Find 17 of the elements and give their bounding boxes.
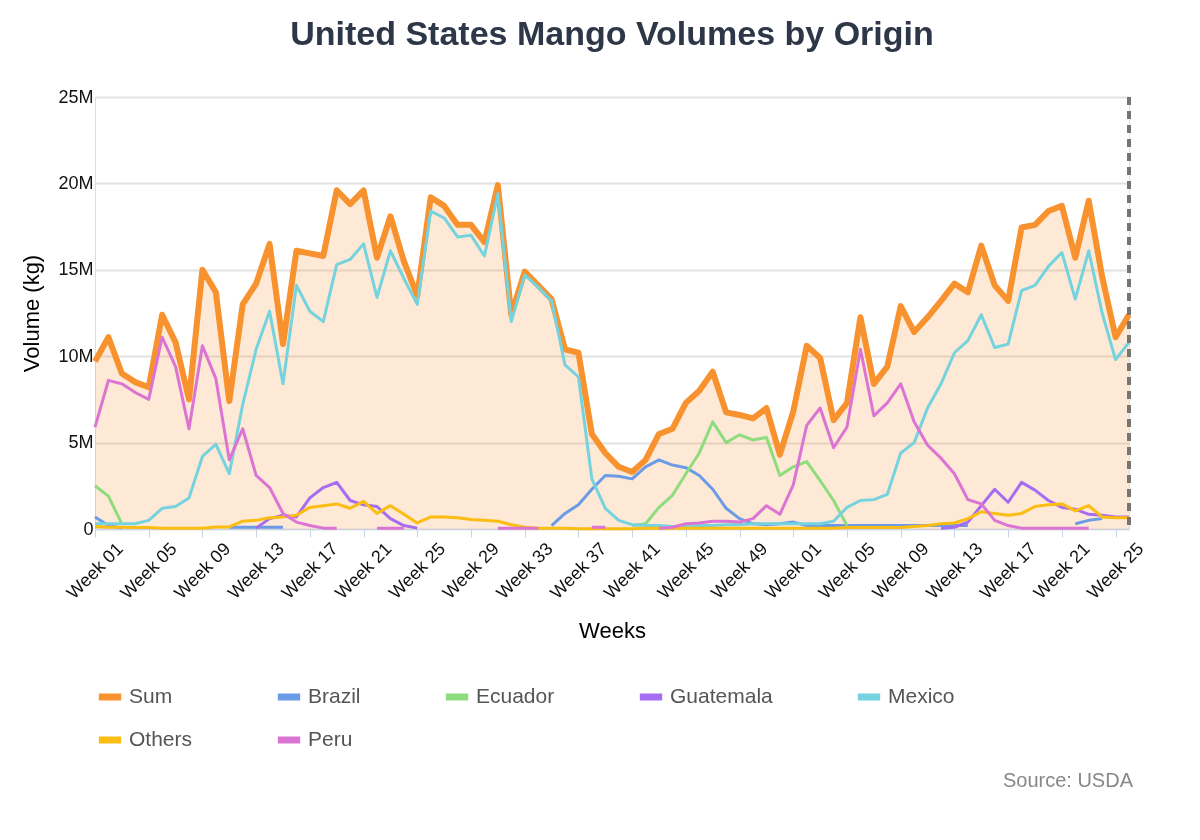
legend-label: Ecuador — [476, 684, 555, 707]
y-tick-label: 20M — [58, 172, 94, 193]
legend-label: Others — [129, 727, 193, 750]
y-tick-label: 10M — [58, 345, 94, 366]
legend-label: Peru — [308, 727, 353, 750]
y-tick-label: 25M — [58, 86, 94, 107]
legend-label: Brazil — [308, 684, 361, 707]
y-axis-title: Volume (kg) — [19, 254, 45, 373]
legend-label: Sum — [129, 684, 173, 707]
x-axis-title: Weeks — [579, 617, 646, 643]
chart-title: United States Mango Volumes by Origin — [290, 14, 934, 52]
y-tick-label: 15M — [58, 259, 94, 280]
legend-label: Guatemala — [670, 684, 774, 707]
y-tick-label: 0 — [83, 518, 94, 539]
legend-label: Mexico — [888, 684, 955, 707]
source-note: Source: USDA — [1002, 769, 1134, 791]
y-tick-label: 5M — [68, 432, 94, 453]
